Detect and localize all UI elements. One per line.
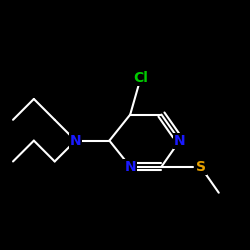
Text: Cl: Cl [133, 71, 148, 85]
Text: S: S [196, 160, 205, 174]
Text: N: N [174, 134, 186, 147]
Text: N: N [70, 134, 81, 147]
Text: N: N [124, 160, 136, 174]
